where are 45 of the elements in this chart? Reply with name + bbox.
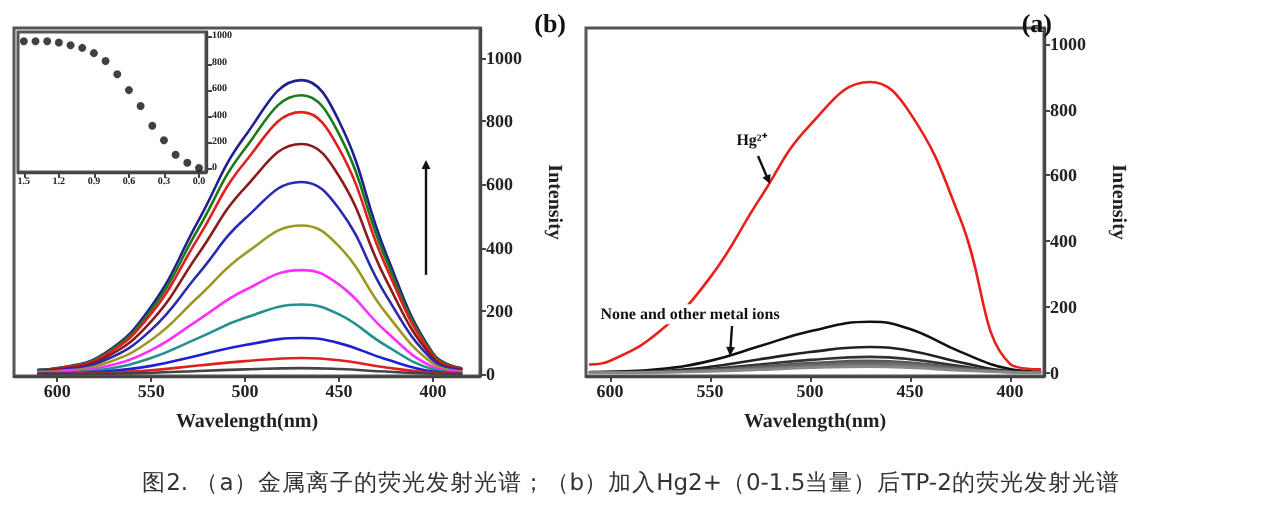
point (159, 136, 168, 145)
x-axis-title: Wavelength(nm) (175, 411, 319, 433)
x-tick-label: 500 (231, 381, 260, 401)
y-tick-label: 200 (1050, 296, 1078, 317)
x-tick-label: 550 (137, 381, 166, 401)
x-tick-label: 450 (896, 381, 925, 401)
x-tick-label: 600 (596, 381, 625, 401)
x-axis-title: Wavelength(nm) (743, 411, 887, 433)
line-series (588, 80, 1042, 371)
point (171, 150, 180, 159)
point (148, 121, 157, 130)
y-axis-title: Intensity (542, 164, 565, 240)
y-tick-label: 200 (486, 300, 514, 321)
annotation: None and other metal ions (600, 305, 780, 324)
point (136, 101, 145, 110)
point (31, 37, 40, 46)
y-tick-label: 400 (1050, 231, 1078, 252)
point (19, 37, 28, 46)
y-tick-label: 0 (1050, 362, 1060, 383)
y-tick-label: 1000 (486, 48, 523, 69)
y-tick-label: 0 (486, 364, 496, 385)
x-tick-label: 550 (696, 381, 725, 401)
point (66, 41, 75, 50)
y-tick-label: 800 (486, 111, 514, 132)
y-tick-label: 1000 (1050, 33, 1087, 54)
y-tick-label: 400 (486, 237, 514, 258)
x-tick-label: 600 (43, 381, 72, 401)
x-tick-label: 450 (325, 381, 354, 401)
point (195, 164, 203, 173)
point (89, 49, 98, 58)
point (54, 38, 63, 47)
point (124, 86, 133, 95)
x-tick-label: 400 (996, 381, 1025, 401)
annotation: Hg²⁺ (736, 130, 768, 149)
text: (b) (534, 8, 566, 38)
y-tick-label: 800 (1050, 99, 1078, 120)
x-tick-label: 400 (419, 381, 448, 401)
point (43, 37, 52, 46)
point (78, 43, 87, 52)
caption: 图2. （a）金属离子的荧光发射光谱；（b）加入Hg2+（0-1.5当量）后TP-2的荧光发射光谱 (140, 468, 1122, 498)
y-axis-title: Intensity (1106, 164, 1129, 240)
point (183, 158, 192, 167)
point (113, 70, 122, 79)
x-tick-label: 500 (796, 381, 825, 401)
point (101, 57, 110, 66)
